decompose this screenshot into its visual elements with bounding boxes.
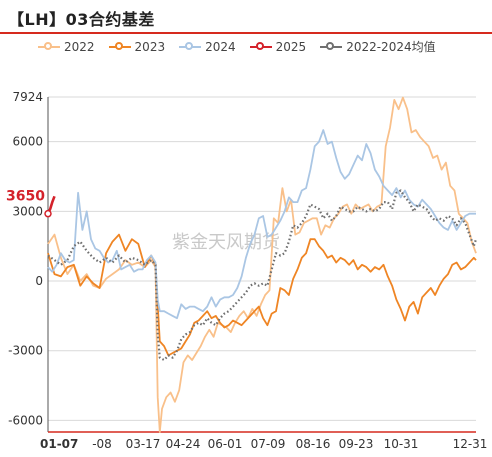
chart-title: 【LH】03合约基差 [8,10,155,29]
x-tick-label: 09-23 [339,437,374,451]
legend-label: 2023 [134,39,166,54]
series-marker-2025 [44,209,52,218]
legend-item[interactable]: 2022 [38,38,95,55]
y-tick-label: 7924 [12,90,43,104]
legend-label: 2022-2024均值 [346,40,436,54]
title-underline [0,32,492,34]
y-tick-label: -3000 [8,344,43,358]
y-tick-label: -6000 [8,413,43,427]
series-line-2024 [47,129,476,320]
legend-item[interactable]: 2023 [108,38,166,55]
y-tick-label: 6000 [12,135,43,149]
series-line-2022-2024均值 [47,189,478,362]
legend-swatch-icon [249,41,272,53]
series-line-2022 [47,96,477,433]
x-tick-label: -08 [92,437,112,451]
legend-swatch-icon [179,41,202,53]
legend-item[interactable]: 2024 [179,38,236,55]
legend: 2022 2023 2024 2025 2022-2024均值 [38,38,436,55]
legend-label: 2022 [64,39,95,54]
series-line-2023 [47,233,477,357]
x-tick-label: 08-16 [296,437,331,451]
highlight-value-label: 3650 [6,188,45,204]
x-tick-label: 04-24 [166,437,201,451]
x-tick-label: 01-07 [40,437,78,451]
x-tick-label: 03-17 [126,437,161,451]
legend-swatch-icon [108,41,131,53]
x-tick-label: 10-31 [384,437,419,451]
x-tick-label: 06-01 [208,437,243,451]
x-tick-label: 12-31 [453,437,488,451]
y-tick-label: 3000 [12,204,43,218]
legend-item[interactable]: 2025 [249,38,307,55]
y-tick-label: 0 [35,274,43,288]
legend-swatch-icon [320,41,343,53]
legend-swatch-icon [38,41,60,53]
x-tick-label: 07-09 [251,437,286,451]
legend-label: 2024 [205,39,236,54]
watermark: 紫金天风期货 [172,232,280,253]
legend-item[interactable]: 2022-2024均值 [320,38,436,55]
legend-label: 2025 [275,39,307,54]
